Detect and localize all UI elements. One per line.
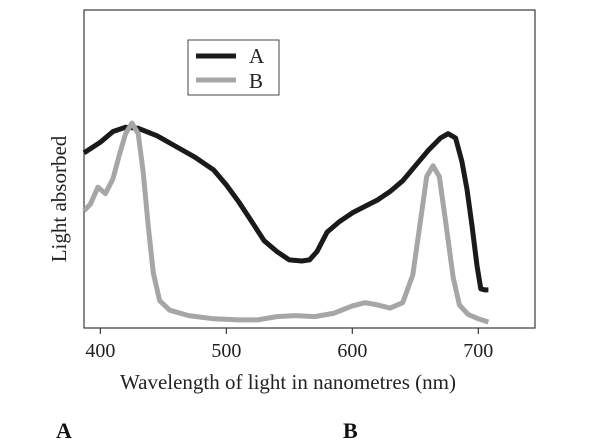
x-axis-ticks: 400 500 600 700 [85,328,493,362]
y-axis-title: Light absorbed [47,135,71,262]
legend: A B [187,39,280,96]
legend-box [187,39,280,96]
series-lines [82,120,490,325]
x-tick-label-400: 400 [85,340,115,362]
x-tick-label-500: 500 [211,340,241,362]
legend-label-series-a: A [249,44,265,68]
series-line-a [82,124,489,293]
option-label-b: B [343,418,358,443]
plot-frame [83,9,536,329]
series-line-b [82,120,490,325]
legend-label-series-b: B [249,69,263,93]
x-axis-title: Wavelength of light in nanometres (nm) [120,370,456,394]
x-tick-label-700: 700 [463,340,493,362]
option-label-a: A [56,418,72,443]
x-tick-label-600: 600 [337,340,367,362]
